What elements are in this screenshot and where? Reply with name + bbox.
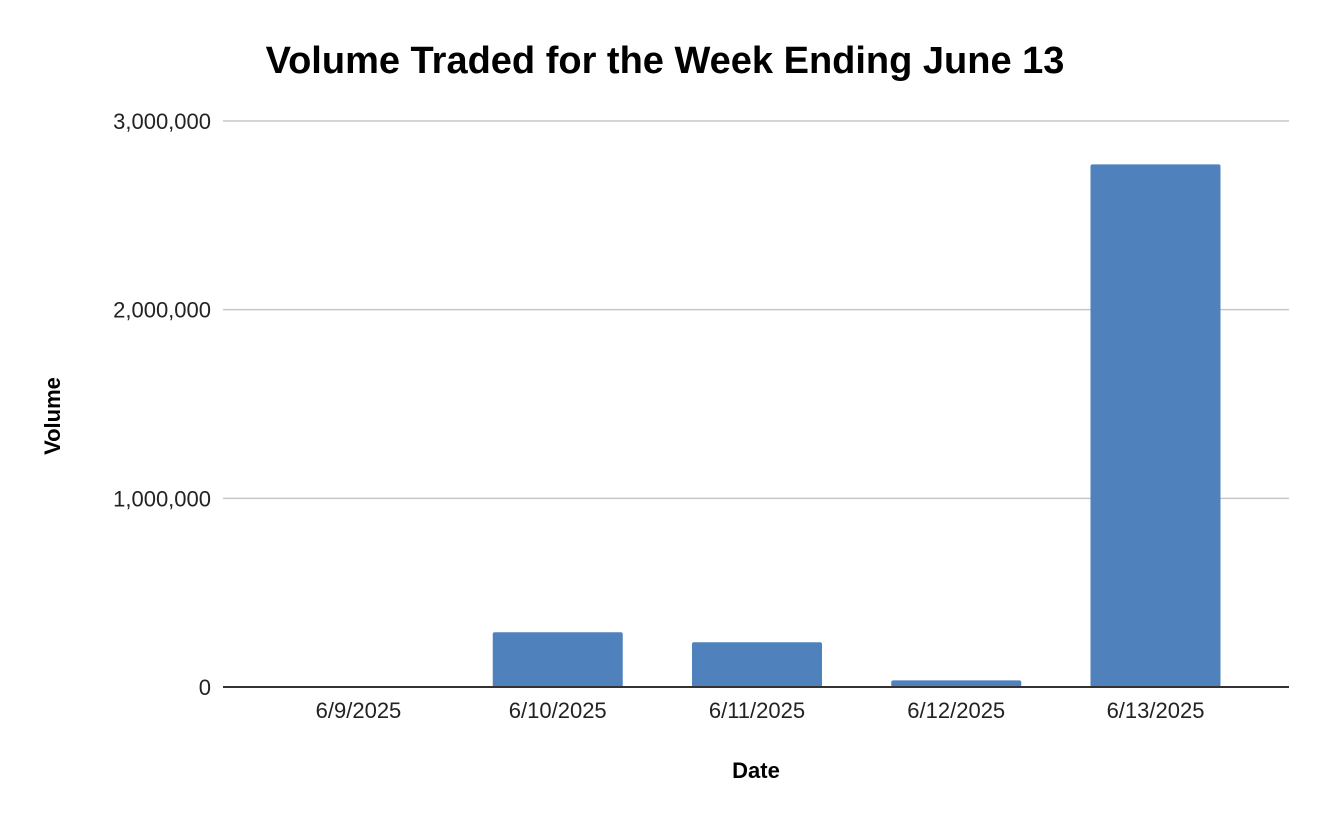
x-tick-label: 6/13/2025 [1107,698,1205,723]
chart-title: Volume Traded for the Week Ending June 1… [266,40,1065,82]
x-tick-label: 6/11/2025 [709,698,805,723]
x-axis-ticks: 6/9/2025 6/10/2025 6/11/2025 6/12/2025 6/13/… [316,698,1205,723]
bars [492,164,1221,688]
x-axis-title: Date [732,758,780,783]
y-tick-label: 2,000,000 [113,298,211,323]
y-tick-label: 1,000,000 [113,486,211,511]
y-tick-label: 3,000,000 [113,109,211,134]
y-tick-label: 0 [199,675,211,700]
bar [492,632,623,687]
y-axis-ticks: 0 1,000,000 2,000,000 3,000,000 [113,109,211,700]
x-tick-label: 6/9/2025 [316,698,402,723]
bar [691,642,822,687]
x-tick-label: 6/10/2025 [509,698,607,723]
bar [1090,164,1221,688]
y-axis-title: Volume [40,377,65,455]
bar [891,680,1022,687]
x-tick-label: 6/12/2025 [907,698,1005,723]
